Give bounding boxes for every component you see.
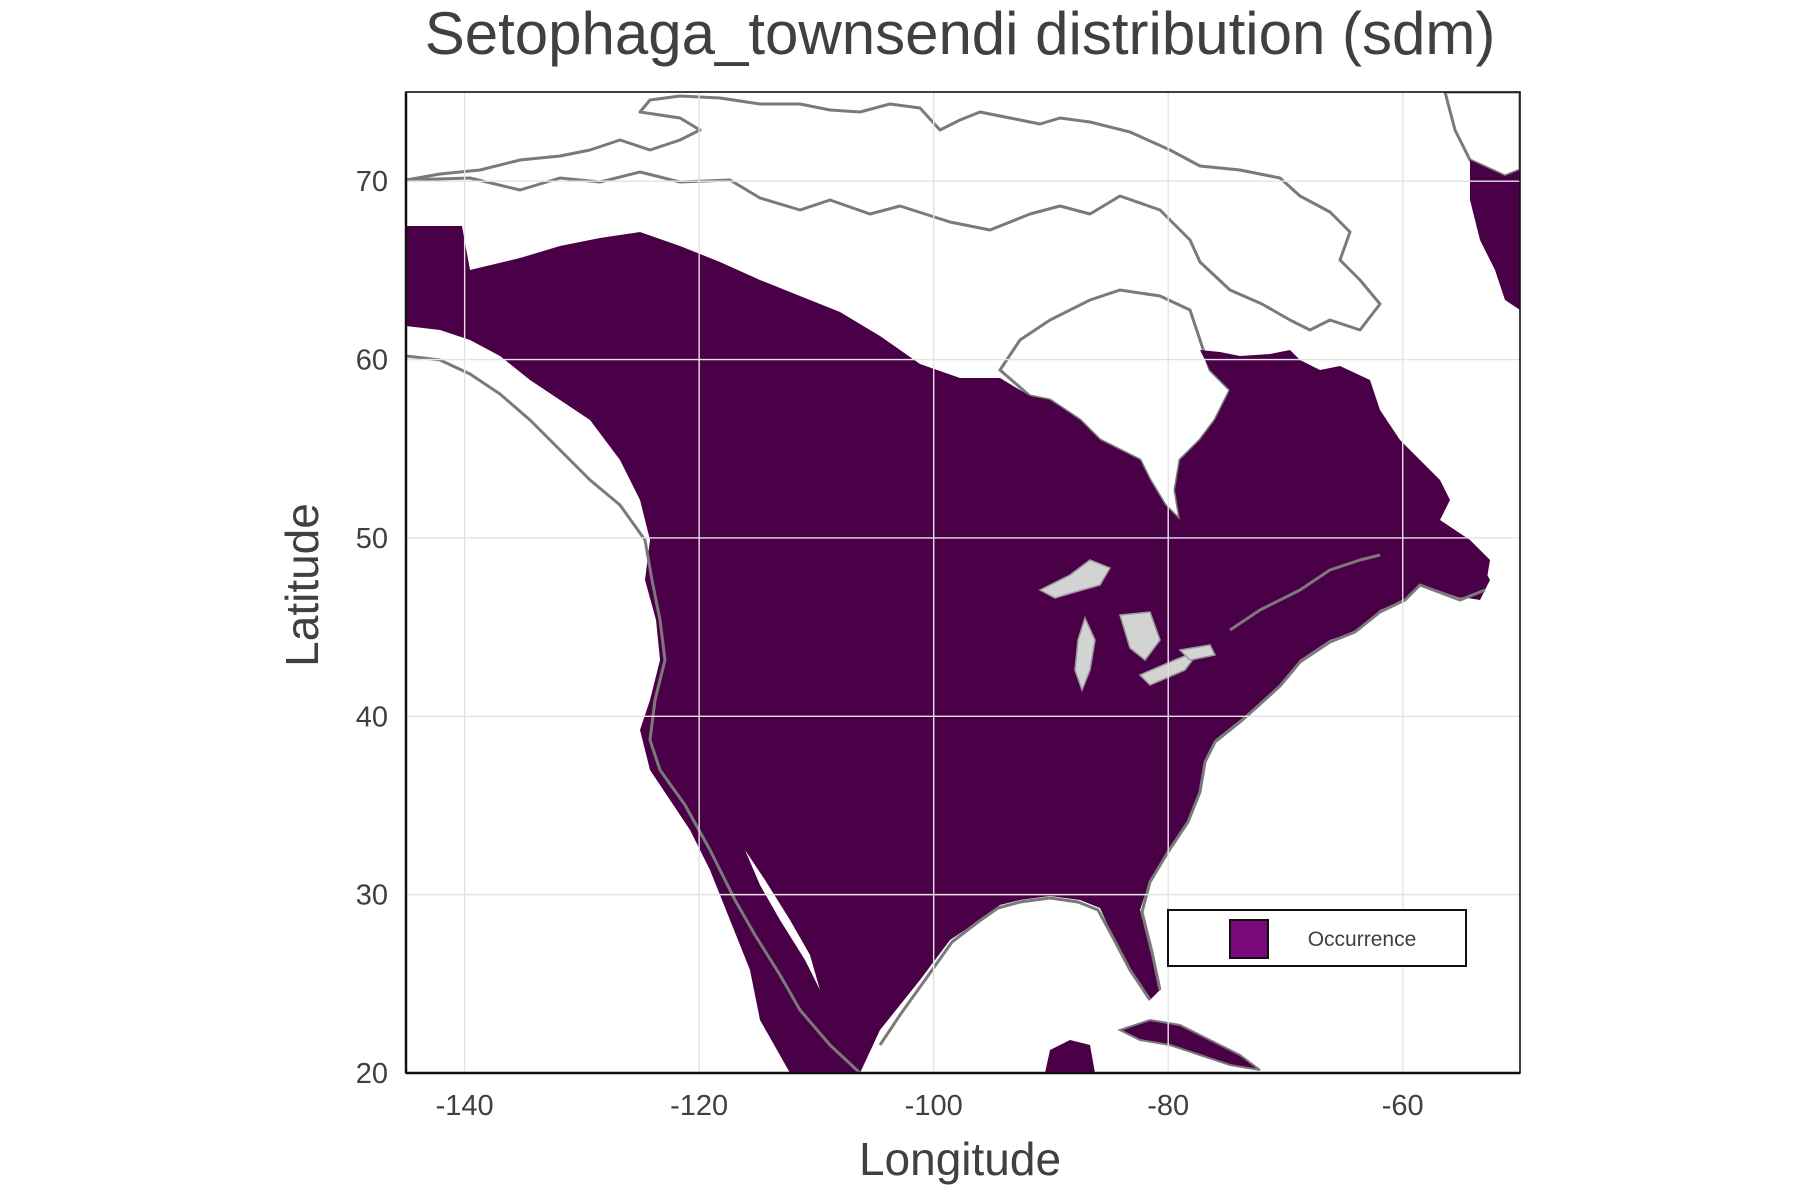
x-tick-label: -60	[1382, 1090, 1424, 1122]
y-tick-label: 60	[356, 345, 388, 377]
y-tick-label: 30	[356, 880, 388, 912]
map-title: Setophaga_townsendi distribution (sdm)	[425, 0, 1496, 67]
y-tick-label: 50	[356, 523, 388, 555]
legend: Occurrence	[1167, 909, 1467, 967]
coastline-pacific	[406, 354, 862, 1073]
x-tick-label: -120	[670, 1090, 728, 1122]
y-axis-label: Latitude	[276, 503, 328, 667]
x-axis-label: Longitude	[859, 1133, 1061, 1185]
y-tick-label: 40	[356, 701, 388, 733]
absence-land-arctic	[406, 94, 1382, 332]
x-tick-label: -100	[905, 1090, 963, 1122]
y-tick-labels: 20 30 40 50 60 70	[356, 166, 388, 1090]
legend-swatch-occurrence	[1229, 919, 1269, 959]
occurrence-yucatan	[1045, 1040, 1095, 1073]
legend-label-occurrence: Occurrence	[1308, 928, 1417, 951]
x-tick-label: -140	[436, 1090, 494, 1122]
coastline-atlantic	[1140, 583, 1486, 991]
y-tick-label: 20	[356, 1058, 388, 1090]
occurrence-baja	[715, 850, 820, 1010]
coastline-st-lawrence	[1229, 553, 1381, 632]
occurrence-newfoundland	[1430, 540, 1490, 600]
gulf-of-california	[745, 850, 820, 990]
plot-area	[404, 91, 1521, 1075]
legend-box	[1167, 909, 1467, 967]
occurrence-area	[406, 226, 1490, 1073]
occurrence-greenland	[1470, 160, 1520, 310]
cuba	[1117, 1018, 1261, 1071]
x-tick-label: -80	[1147, 1090, 1189, 1122]
x-tick-labels: -140 -120 -100 -80 -60	[436, 1090, 1424, 1122]
coastline-gulf	[878, 896, 1152, 1046]
y-tick-label: 70	[356, 166, 388, 198]
great-lakes	[1038, 559, 1217, 693]
